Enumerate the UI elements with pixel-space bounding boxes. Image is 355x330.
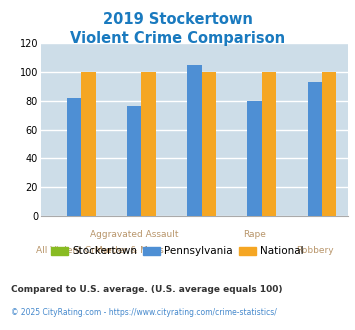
Legend: Stockertown, Pennsylvania, National: Stockertown, Pennsylvania, National (47, 242, 308, 260)
Bar (81, 72, 95, 216)
Text: Robbery: Robbery (296, 247, 334, 255)
Bar (127, 106, 141, 216)
Text: Rape: Rape (243, 230, 266, 239)
Bar (247, 101, 262, 216)
Bar (322, 72, 337, 216)
Text: All Violent Crime: All Violent Crime (36, 247, 112, 255)
Text: Compared to U.S. average. (U.S. average equals 100): Compared to U.S. average. (U.S. average … (11, 285, 282, 294)
Bar (67, 98, 81, 216)
Bar (202, 72, 216, 216)
Text: © 2025 CityRating.com - https://www.cityrating.com/crime-statistics/: © 2025 CityRating.com - https://www.city… (11, 308, 277, 316)
Bar (307, 82, 322, 216)
Bar (187, 65, 202, 216)
Text: Aggravated Assault: Aggravated Assault (90, 230, 179, 239)
Text: Violent Crime Comparison: Violent Crime Comparison (70, 31, 285, 46)
Text: 2019 Stockertown: 2019 Stockertown (103, 12, 252, 26)
Bar (141, 72, 156, 216)
Bar (262, 72, 276, 216)
Text: Murder & Mans...: Murder & Mans... (95, 247, 173, 255)
